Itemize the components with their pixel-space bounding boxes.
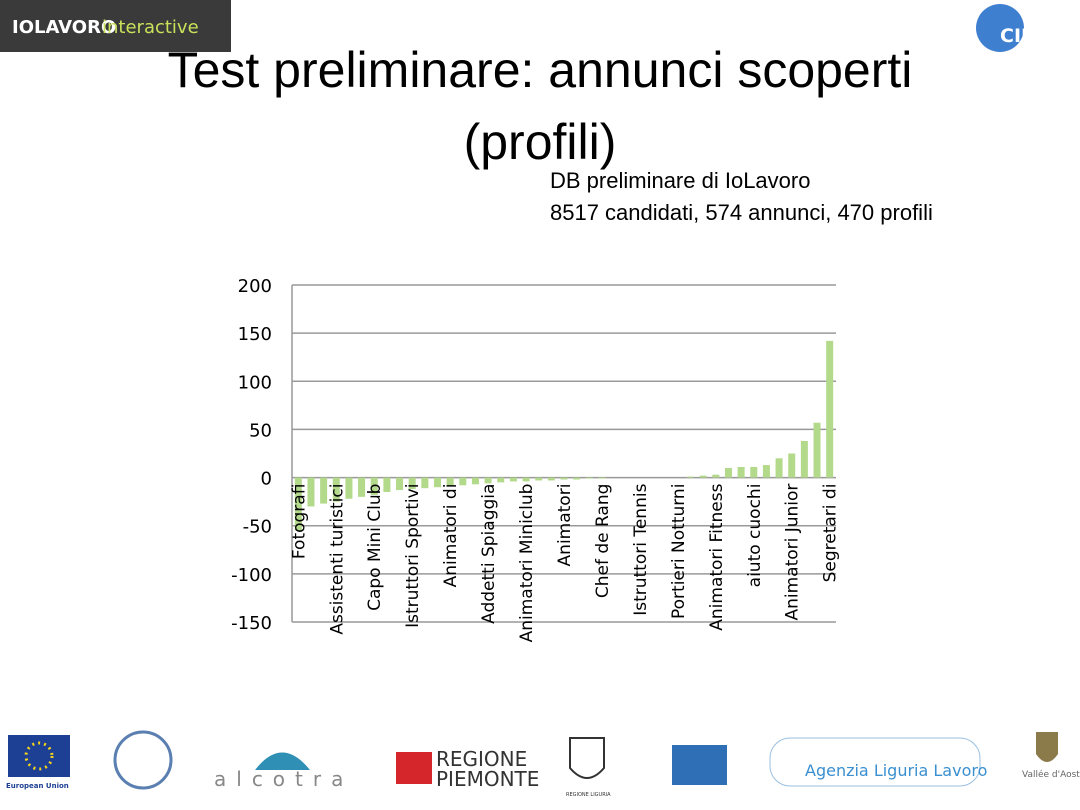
- agenzia-mark: [769, 737, 981, 787]
- bar: [585, 477, 593, 479]
- bar: [370, 477, 378, 495]
- x-tick-label: aiuto cuochi: [745, 484, 765, 588]
- bar: [446, 477, 454, 487]
- bar: [788, 453, 796, 478]
- bar: [358, 477, 366, 497]
- emblem: [113, 730, 173, 790]
- x-tick-label: Animatori Fitness: [707, 483, 727, 630]
- bar: [712, 474, 720, 478]
- note: DB preliminare di IoLavoro: [550, 168, 811, 193]
- bar: [535, 477, 543, 481]
- logo-text: REGIONE: [436, 747, 527, 771]
- logo-bg: [0, 0, 231, 52]
- bar: [484, 477, 492, 484]
- y-tick-label: 100: [238, 372, 272, 393]
- x-tick-label: Animatori Miniclub: [517, 484, 537, 643]
- bar: [737, 466, 745, 478]
- bar: [497, 477, 505, 483]
- bar: [598, 477, 606, 479]
- logo-text: PIEMONTE: [436, 767, 539, 791]
- bar: [421, 477, 429, 489]
- bar: [383, 477, 391, 493]
- bar: [396, 477, 404, 491]
- x-tick-label: Segretari di: [821, 484, 841, 583]
- piemonte-lavoro-mark: [672, 745, 727, 785]
- bar: [433, 477, 441, 488]
- x-tick-label: Capo Mini Club: [365, 484, 385, 611]
- bar: [699, 475, 707, 478]
- x-tick-label: Animatori di: [441, 484, 461, 588]
- y-tick-label: -150: [231, 613, 272, 634]
- bar: [573, 477, 581, 480]
- bar: [750, 466, 758, 478]
- logo-text: Agenzia Liguria Lavoro: [805, 761, 987, 780]
- x-tick-label: Fotografi: [289, 484, 309, 560]
- bar: [547, 477, 555, 481]
- x-tick-label: Portieri Notturni: [669, 484, 689, 619]
- bar: [762, 465, 770, 478]
- bar: [522, 477, 530, 482]
- y-tick-label: 50: [249, 420, 272, 441]
- bar: [560, 477, 568, 480]
- bar: [775, 458, 783, 478]
- logo-text: CIRMA: [1000, 25, 1070, 47]
- bar: [813, 422, 821, 478]
- x-tick-label: Assistenti turistici: [327, 484, 347, 635]
- bar: [345, 477, 353, 499]
- y-tick-label: 150: [238, 324, 272, 345]
- liguria-shield: [569, 737, 605, 779]
- alcotra-mark: [255, 752, 310, 770]
- logo-text: Vallée d'Aoste: [1022, 769, 1080, 780]
- y-tick-label: -100: [231, 565, 272, 586]
- bar: [332, 477, 340, 502]
- bar: [459, 477, 467, 486]
- bar: [294, 477, 302, 531]
- bar: [408, 477, 416, 490]
- bar: [826, 340, 834, 478]
- note: 8517 candidati, 574 annunci, 470 profili: [550, 200, 933, 225]
- bar: [800, 440, 808, 478]
- x-tick-label: Chef de Rang: [593, 484, 613, 599]
- x-tick-label: Istruttori Sportivi: [403, 484, 423, 628]
- x-tick-label: Istruttori Tennis: [631, 483, 651, 615]
- bar: [307, 477, 315, 507]
- eu-stars: [24, 741, 54, 771]
- x-tick-label: Animatori Junior: [783, 484, 803, 621]
- logo-text: interactive: [102, 17, 199, 38]
- bar: [724, 467, 732, 478]
- bar: [687, 476, 695, 478]
- logo-text: European Union: [6, 782, 69, 790]
- x-tick-label: Animatori: [555, 484, 575, 567]
- x-tick-label: Addetti Spiaggia: [479, 484, 499, 624]
- logo-text: alcotra: [214, 767, 353, 791]
- piemonte-mark: [396, 752, 432, 784]
- logo-text: REGIONE LIGURIA: [566, 792, 611, 798]
- cirma-mark: [976, 4, 1024, 52]
- bar: [509, 477, 517, 482]
- y-tick-label: 200: [238, 276, 272, 297]
- y-tick-label: 0: [261, 469, 272, 490]
- bar: [320, 477, 328, 504]
- logo-text: IOLAVORO: [12, 17, 116, 38]
- slide-title: Test preliminare: annunci scoperti (prof…: [167, 42, 913, 170]
- aosta-shield: [1036, 732, 1058, 762]
- bar: [471, 477, 479, 485]
- y-tick-label: -50: [243, 517, 272, 538]
